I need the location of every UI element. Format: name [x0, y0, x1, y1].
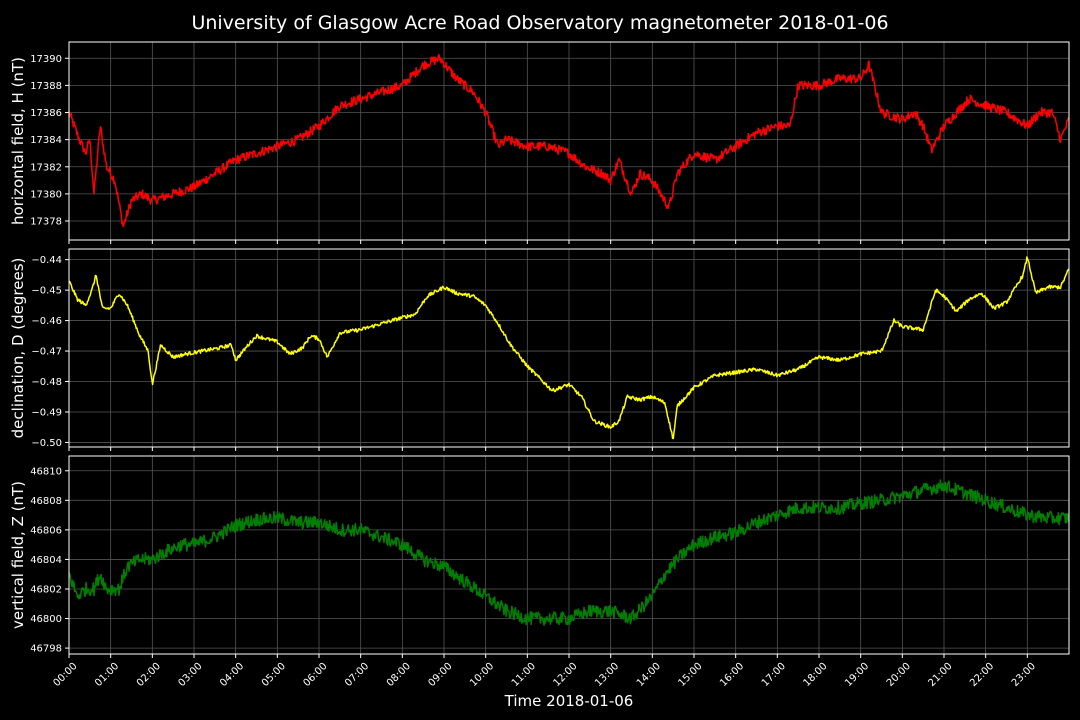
panel-frame	[68, 41, 1070, 241]
y-tick-label: 46798	[30, 644, 62, 655]
y-tick-label: −0.48	[31, 377, 62, 388]
y-tick-label: 17390	[30, 54, 62, 65]
y-tick-label: 46804	[30, 555, 62, 566]
y-tick-label: −0.47	[31, 347, 62, 358]
series-line-horizontal	[68, 53, 1070, 228]
x-axis-label: Time 2018-01-06	[504, 692, 634, 710]
y-tick-label: −0.45	[31, 286, 62, 297]
chart-title: University of Glasgow Acre Road Observat…	[191, 12, 888, 34]
series-line-vertical	[68, 479, 1070, 626]
panel-declination: −0.50 −0.49 −0.48 −0.47 −0.46 −0.45 −0.44 decli…	[9, 248, 1070, 451]
y-tick-label: −0.46	[31, 316, 62, 327]
y-tick-label: −0.50	[31, 438, 62, 449]
y-axis-label: horizontal field, H (nT)	[9, 57, 27, 225]
y-tick-label: 46806	[30, 525, 62, 536]
y-tick-label: 17386	[30, 108, 62, 119]
panel-frame	[68, 248, 1070, 448]
y-tick-label: 17388	[30, 81, 62, 92]
y-tick-label: 17382	[30, 162, 62, 173]
y-tick-label: 17380	[30, 189, 62, 200]
y-tick-label: 46808	[30, 496, 62, 507]
y-tick-label: 46802	[30, 584, 62, 595]
panel-frame	[68, 455, 1070, 655]
series-line-declination	[68, 256, 1070, 440]
y-tick-label: 17384	[30, 135, 62, 146]
y-axis-label: vertical field, Z (nT)	[9, 481, 27, 629]
y-tick-label: −0.44	[31, 255, 62, 266]
panel-vertical: 46798 46800 46802 46804 46806 46808 46810verti…	[9, 455, 1070, 658]
y-axis-label: declination, D (degrees)	[9, 258, 27, 439]
y-tick-label: 17378	[30, 217, 62, 228]
y-tick-label: 46810	[30, 466, 62, 477]
panel-horizontal: 17378 17380 17382 17384 17386 17388 17390horiz…	[9, 41, 1070, 244]
y-tick-label: −0.49	[31, 407, 62, 418]
y-tick-label: 46800	[30, 614, 62, 625]
